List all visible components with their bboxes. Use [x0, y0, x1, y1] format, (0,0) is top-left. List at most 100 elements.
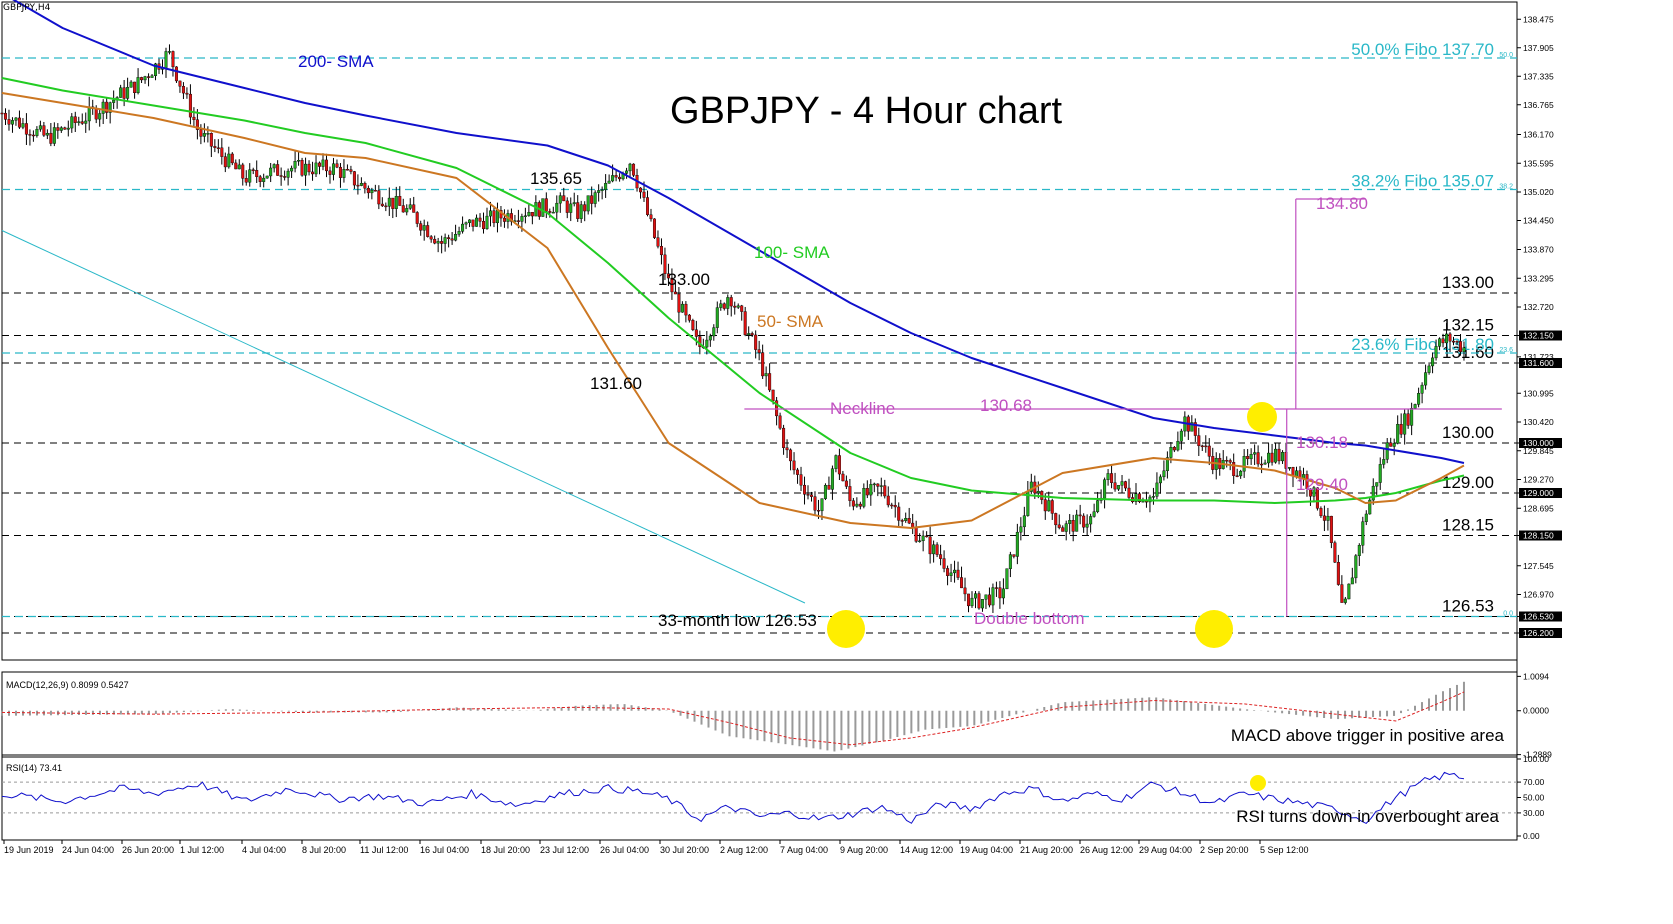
candle-body: [572, 202, 576, 205]
candle-body: [942, 558, 946, 569]
candle-body: [241, 164, 245, 179]
candle-body: [398, 196, 402, 206]
candle-body: [705, 339, 709, 348]
candle-body: [659, 246, 663, 256]
fibo-tag: 38.2: [1499, 184, 1513, 191]
candle-body: [1117, 485, 1121, 490]
price-tick-label: 136.170: [1523, 130, 1554, 140]
candle-body: [199, 129, 203, 137]
chart-title: GBPJPY - 4 Hour chart: [670, 90, 1063, 132]
candle-body: [855, 503, 859, 507]
candle-body: [583, 204, 587, 212]
candle-body: [154, 63, 158, 77]
candle-body: [1270, 452, 1274, 463]
candle-body: [925, 535, 929, 538]
trendline: [1, 230, 806, 604]
candle-body: [335, 163, 339, 168]
candle-body: [1284, 452, 1288, 469]
candle-body: [897, 506, 901, 521]
candle-body: [611, 175, 615, 182]
candle-body: [311, 171, 315, 175]
rsi-marker: [1250, 775, 1266, 791]
candle-body: [1308, 488, 1312, 497]
candle-body: [684, 303, 688, 316]
x-axis-label: 11 Jul 12:00: [360, 845, 408, 855]
price-tick-label: 130.000: [1523, 438, 1554, 448]
candle-body: [1424, 372, 1428, 386]
candle-body: [143, 76, 147, 81]
candle-body: [757, 349, 761, 353]
candle-body: [387, 197, 391, 207]
bottom-2-marker: [1195, 610, 1233, 648]
candle-body: [1228, 460, 1232, 463]
candle-body: [1134, 493, 1138, 503]
macd-annotation: MACD above trigger in positive area: [1231, 726, 1505, 745]
candle-body: [502, 217, 506, 222]
candle-body: [907, 518, 911, 524]
candle-body: [715, 307, 719, 328]
x-axis-label: 21 Aug 20:00: [1020, 845, 1073, 855]
level-label: 129.00: [1442, 473, 1494, 492]
candle-body: [886, 495, 890, 506]
candle-body: [188, 93, 192, 118]
candle-body: [112, 99, 116, 103]
candle-body: [1246, 456, 1250, 460]
candle-body: [1281, 452, 1285, 462]
candle-body: [408, 204, 412, 209]
candle-body: [1396, 424, 1400, 444]
candle-body: [164, 51, 168, 68]
candle-body: [293, 161, 297, 169]
fibo-label: 50.0% Fibo 137.70: [1351, 40, 1494, 59]
candle-body: [830, 468, 834, 490]
price-tick-label: 132.720: [1523, 302, 1554, 312]
price-tick-label: 133.295: [1523, 273, 1554, 283]
sma50-label: 50- SMA: [757, 312, 824, 331]
candle-body: [946, 568, 950, 576]
rsi-tick-label: 50.00: [1523, 793, 1545, 803]
candle-body: [1012, 554, 1016, 557]
candle-body: [324, 159, 328, 172]
candle-body: [77, 121, 81, 123]
candle-body: [1029, 481, 1033, 492]
candle-body: [1431, 357, 1435, 367]
price-tick-label: 126.970: [1523, 590, 1554, 600]
candle-body: [363, 183, 367, 189]
candle-body: [1200, 445, 1204, 448]
candle-body: [597, 190, 601, 193]
level-label: 130.00: [1442, 423, 1494, 442]
candle-body: [642, 191, 646, 198]
x-axis-label: 14 Aug 12:00: [900, 845, 953, 855]
candle-body: [1357, 545, 1361, 556]
price-tick-label: 138.475: [1523, 14, 1554, 24]
candle-body: [227, 153, 231, 168]
rsi-panel-frame: [1, 754, 1518, 841]
candle-body: [879, 485, 883, 487]
sma200-label: 200- SMA: [298, 52, 374, 71]
candle-body: [94, 108, 98, 120]
candle-body: [579, 204, 583, 219]
candle-body: [691, 320, 695, 330]
candle-body: [782, 427, 786, 448]
sma-line: [1, 92, 1465, 529]
candle-body: [1267, 452, 1271, 464]
candle-body: [206, 133, 210, 135]
candle-body: [1350, 577, 1354, 585]
candle-body: [1329, 515, 1333, 543]
candle-body: [59, 127, 63, 131]
price-tick-label: 130.995: [1523, 388, 1554, 398]
candle-body: [649, 214, 653, 220]
candle-body: [1008, 554, 1012, 569]
candle-body: [485, 215, 489, 230]
candle-body: [475, 217, 479, 227]
candle-body: [436, 241, 440, 244]
candle-body: [133, 81, 137, 94]
candle-body: [967, 593, 971, 607]
candle-body: [1151, 496, 1155, 498]
candle-body: [101, 101, 105, 114]
candle-body: [1103, 479, 1107, 499]
macd-signal-line: [1, 691, 1465, 746]
candle-body: [652, 218, 656, 238]
candle-body: [1190, 422, 1194, 432]
breakout-marker: [1247, 402, 1277, 432]
candle-body: [827, 485, 831, 490]
